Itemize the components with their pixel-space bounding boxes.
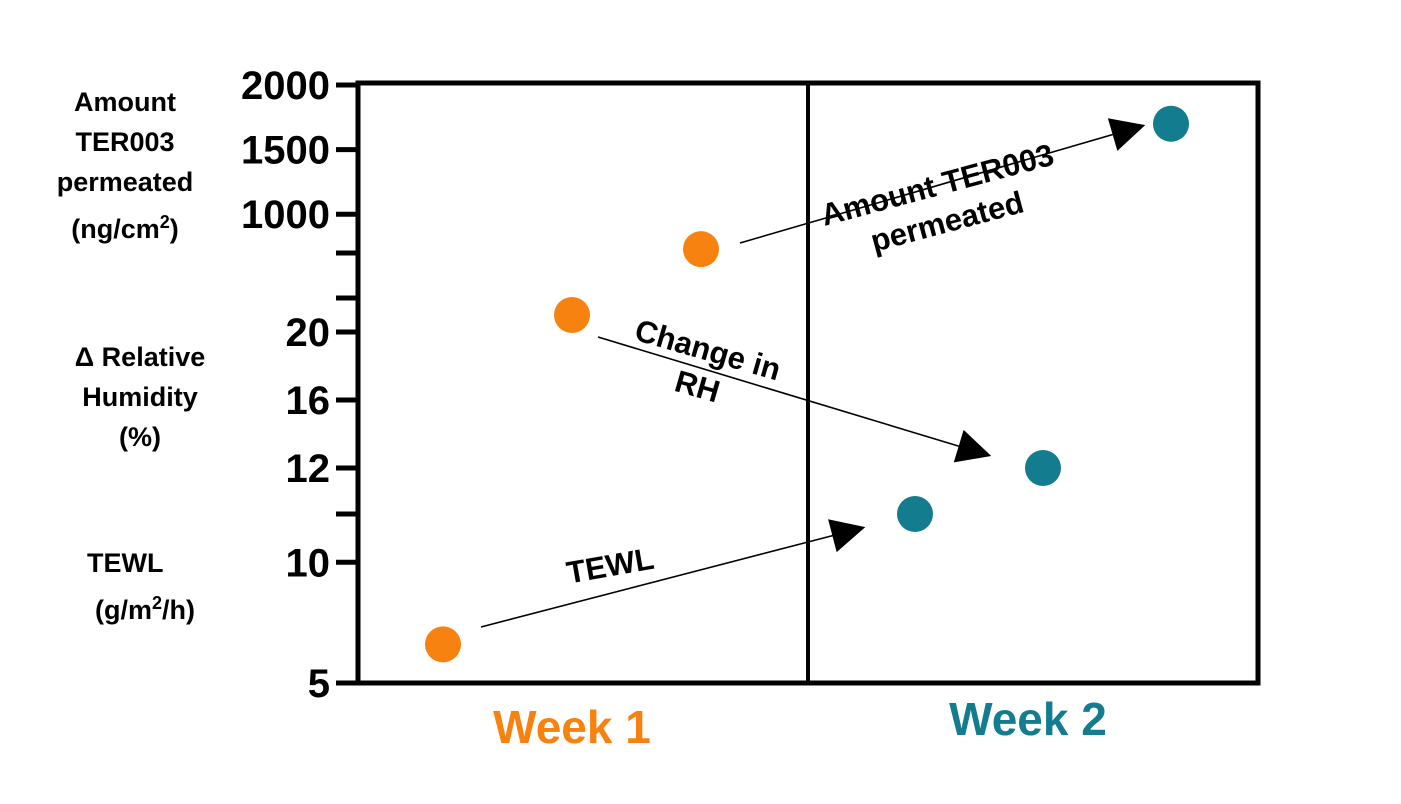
y-tick-label-rh-20: 20 — [286, 311, 331, 355]
ylabel-amount: Amount TER003 permeated (ng/cm2) — [30, 82, 220, 249]
y-axes: 1000 1500 2000 12 16 20 5 10 — [241, 64, 361, 706]
ylabel-amount-unit: (ng/cm2) — [71, 212, 179, 244]
x-label-week-1: Week 1 — [493, 701, 651, 753]
x-label-week-2: Week 2 — [949, 693, 1107, 745]
ylabel-rh-line-2: Humidity — [82, 382, 198, 412]
ylabel-amount-line-3: permeated — [56, 167, 194, 197]
ylabel-amount-line-1: Amount — [74, 87, 176, 117]
y-tick-label-amount-1000: 1000 — [241, 193, 330, 237]
y-tick-label-rh-12: 12 — [286, 447, 331, 491]
y-tick-label-rh-16: 16 — [286, 379, 331, 423]
ylabel-amount-line-2: TER003 — [75, 127, 175, 157]
y-tick-label-amount-1500: 1500 — [241, 129, 330, 173]
ylabel-tewl-unit: (g/m2/h) — [94, 593, 195, 625]
point-rh-week-1 — [554, 297, 590, 333]
ylabel-rh-line-3: (%) — [119, 422, 161, 452]
plot-frame — [355, 80, 1261, 686]
amount-arrow-label: Amount TER003permeated — [817, 137, 1067, 269]
point-rh-week-2 — [1025, 450, 1061, 486]
data-points — [425, 105, 1189, 663]
ylabel-rh: Δ Relative Humidity (%) — [40, 337, 240, 457]
point-amount-week-1 — [683, 231, 719, 268]
amount-arrow-line — [739, 118, 1146, 244]
point-tewl-week-2 — [897, 496, 933, 532]
ylabel-tewl-line-1: TEWL — [87, 548, 164, 578]
tewl-arrow-label: TEWL — [564, 541, 657, 591]
point-tewl-week-1 — [425, 626, 461, 663]
ylabel-rh-line-1: Δ Relative — [74, 342, 206, 372]
tewl-arrow-line — [480, 519, 866, 628]
ylabel-tewl: TEWL (g/m2/h) — [55, 543, 235, 630]
point-amount-week-2 — [1153, 105, 1189, 142]
tewl-arrow-label-line-1: TEWL — [564, 541, 657, 591]
y-tick-label-amount-2000: 2000 — [241, 64, 330, 108]
y-tick-label-tewl-5: 5 — [308, 662, 330, 706]
y-tick-label-tewl-10: 10 — [286, 541, 331, 585]
rh-arrow-line — [597, 336, 992, 463]
